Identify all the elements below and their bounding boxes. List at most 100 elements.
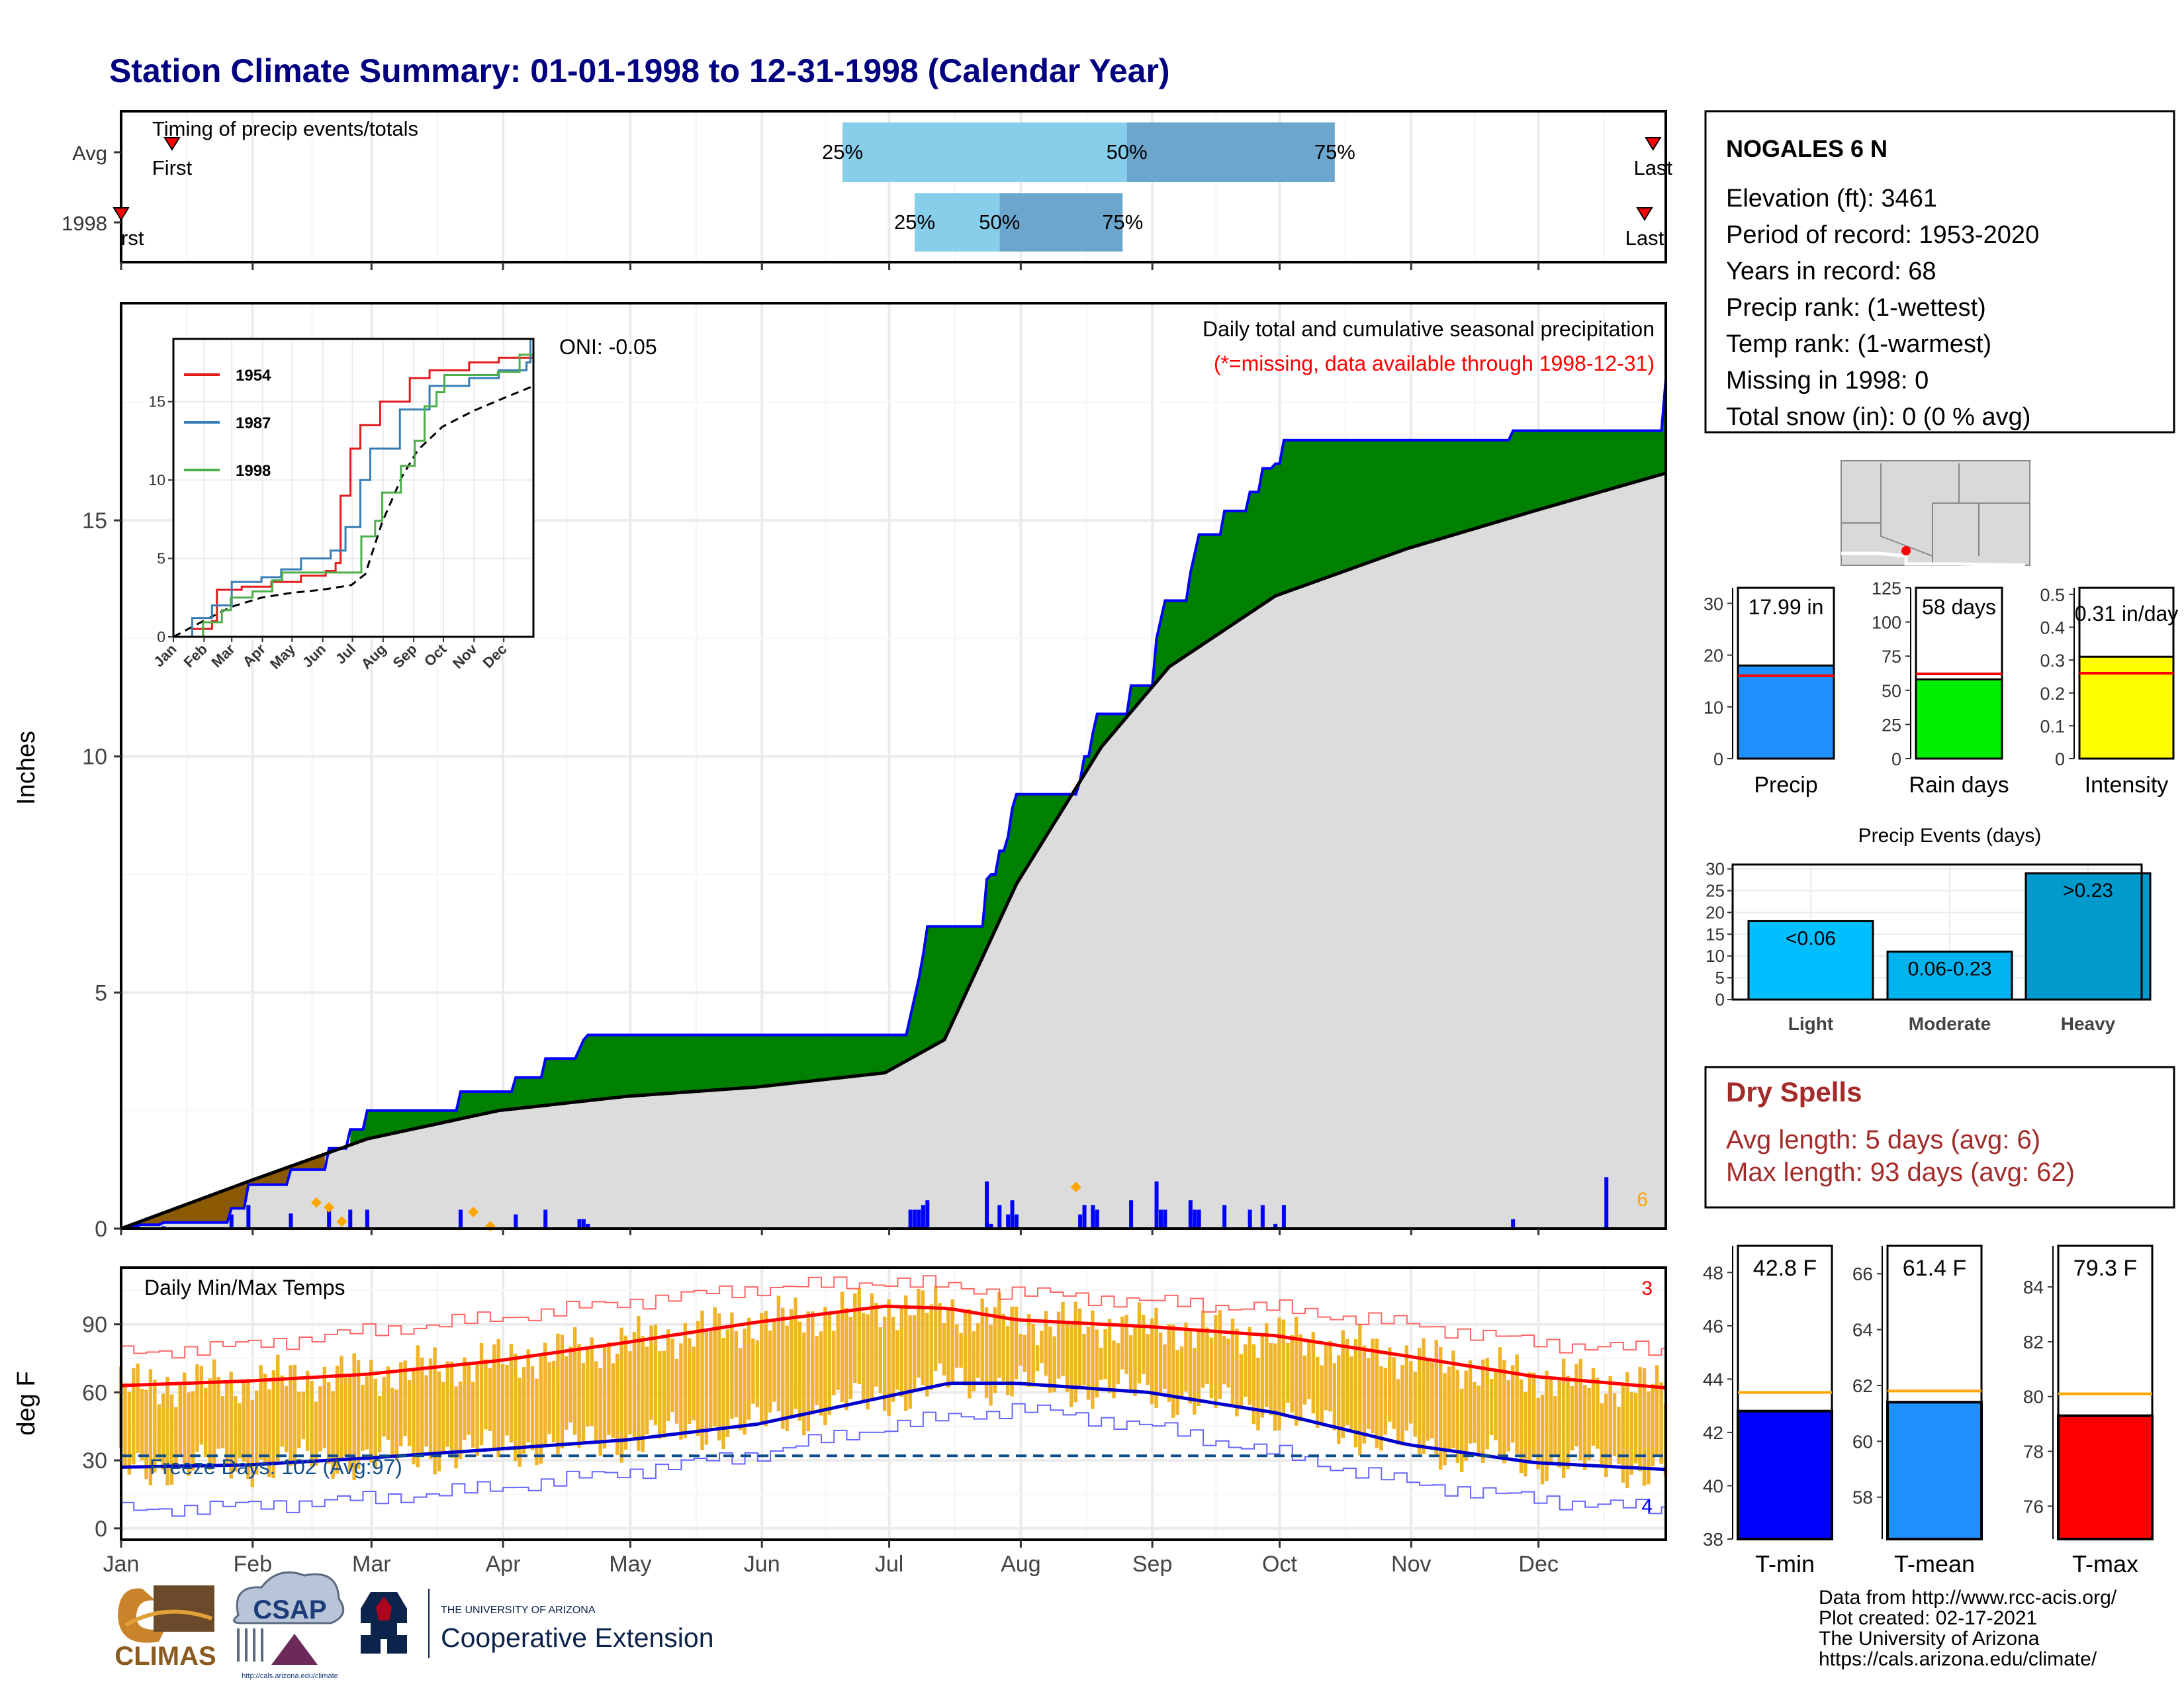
daily-temp-bar — [641, 1336, 645, 1452]
daily-temp-bar — [938, 1303, 942, 1364]
station-info-line: Total snow (in): 0 (0 % avg) — [1726, 403, 2030, 431]
daily-precip-bar — [1129, 1200, 1134, 1229]
daily-temp-bar — [1379, 1366, 1383, 1451]
daily-precip-bar — [1248, 1209, 1252, 1229]
daily-temp-bar — [1193, 1348, 1197, 1415]
station-info-line: Temp rank: (1-warmest) — [1726, 330, 1991, 358]
daily-temp-bar — [772, 1319, 776, 1402]
daily-temp-bar — [1481, 1359, 1485, 1463]
daily-temp-bar — [1438, 1346, 1443, 1470]
daily-temp-bar — [959, 1333, 963, 1368]
inset-ytick-label: 0 — [157, 628, 165, 645]
daily-temp-bar — [204, 1387, 208, 1458]
daily-temp-bar — [1332, 1363, 1337, 1430]
daily-temp-bar — [717, 1313, 721, 1441]
events-ytick-label: 25 — [1706, 880, 1725, 900]
daily-precip-bar — [289, 1213, 293, 1229]
daily-temp-bar — [743, 1329, 747, 1435]
daily-temp-bar — [870, 1293, 874, 1399]
daily-temp-bar — [250, 1400, 255, 1487]
daily-temp-bar — [1494, 1370, 1498, 1440]
totals-ytick-label: 30 — [1704, 594, 1723, 614]
timing-row-1998: 1998 — [62, 212, 107, 235]
daily-temp-bar — [1404, 1345, 1409, 1431]
daily-temp-bar — [1205, 1327, 1209, 1385]
freeze-days-text: Freeze Days: 102 (Avg:97) — [150, 1455, 402, 1479]
csap-logo: CSAP http://cals.arizona.edu/climate — [233, 1571, 345, 1680]
totals-label: Intensity — [2085, 773, 2169, 798]
station-info: NOGALES 6 N Elevation (ft): 3461 Period o… — [1704, 110, 2175, 434]
temp-bar-ytick-label: 46 — [1703, 1316, 1723, 1336]
daily-temp-bar — [674, 1359, 679, 1424]
daily-temp-bar — [1388, 1347, 1392, 1422]
daily-temp-bar — [619, 1327, 623, 1463]
daily-temp-bar — [598, 1368, 602, 1456]
daily-temp-bar — [479, 1342, 484, 1446]
daily-temp-bar — [475, 1362, 479, 1456]
daily-temp-bar — [1048, 1326, 1052, 1393]
daily-temp-bar — [276, 1354, 280, 1462]
daily-temp-bar — [1600, 1403, 1604, 1468]
temp-ytick-label: 60 — [82, 1380, 107, 1405]
daily-temp-bar — [284, 1385, 289, 1452]
precip-ytick-label: 0 — [95, 1217, 107, 1242]
temp-bar-label: T-min — [1755, 1550, 1815, 1577]
daily-temp-bar — [361, 1384, 365, 1451]
daily-precip-bar — [581, 1219, 586, 1229]
inset-month-label: Nov — [449, 640, 481, 672]
daily-temp-bar — [373, 1378, 377, 1468]
daily-temp-bar — [776, 1295, 781, 1412]
daily-temp-bar — [607, 1342, 611, 1436]
temp-ylabel: deg F — [13, 1371, 40, 1435]
daily-temp-bar — [692, 1346, 696, 1421]
month-label: Aug — [1001, 1552, 1041, 1577]
daily-temp-bar — [1413, 1372, 1417, 1437]
daily-temp-bar — [1209, 1337, 1214, 1399]
daily-precip-bar — [997, 1205, 1002, 1229]
daily-temp-bar — [1244, 1344, 1248, 1397]
footer-line: Data from http://www.rcc-acis.org/ — [1819, 1587, 2117, 1609]
daily-temp-bar — [377, 1395, 382, 1453]
events-ytick-label: 5 — [1715, 968, 1725, 988]
footer-line: The University of Arizona — [1819, 1628, 2040, 1650]
daily-precip-bar — [1010, 1200, 1015, 1229]
temp-bar-t-min — [1737, 1409, 1833, 1541]
daily-temp-bar — [1095, 1329, 1099, 1398]
daily-temp-bar — [700, 1310, 704, 1450]
timing-bar-25-50 — [915, 193, 1000, 252]
daily-temp-bar — [586, 1346, 590, 1427]
daily-temp-bar — [500, 1364, 505, 1447]
station-info-line: Missing in 1998: 0 — [1726, 367, 1929, 395]
temp-bar-ytick-label: 76 — [2023, 1496, 2044, 1517]
daily-temp-bar — [1447, 1366, 1451, 1450]
station-info-line: Precip rank: (1-wettest) — [1726, 294, 1986, 322]
events-ytick-label: 10 — [1706, 946, 1725, 966]
daily-temp-bar — [403, 1360, 407, 1436]
daily-temp-bar — [1574, 1364, 1578, 1447]
daily-temp-bar — [628, 1351, 632, 1435]
daily-temp-bar — [1383, 1368, 1388, 1435]
csap-text: CSAP — [253, 1595, 326, 1624]
daily-temp-bar — [352, 1353, 356, 1481]
daily-precip-bar — [458, 1209, 463, 1229]
daily-temp-bar — [458, 1382, 463, 1460]
daily-temp-bar — [1005, 1326, 1010, 1395]
events-ytick-label: 15 — [1706, 924, 1725, 944]
daily-temp-bar — [781, 1307, 785, 1429]
daily-temp-bar — [1553, 1395, 1557, 1456]
daily-temp-bar — [1477, 1385, 1481, 1458]
temp-bar-t-mean — [1886, 1401, 1983, 1540]
temperature-bar-charts: 42.8 F 38 40 42 44 46 48 T-min 61.4 F 58 60 62 64 66 T… — [1703, 1244, 2154, 1577]
daily-temp-bar — [696, 1321, 700, 1436]
daily-precip-bar — [1273, 1223, 1278, 1229]
daily-temp-bar — [518, 1378, 522, 1467]
inset-month-label: Jan — [150, 641, 179, 670]
daily-temp-bar — [1638, 1366, 1642, 1472]
daily-temp-bar — [1582, 1385, 1587, 1470]
totals-ytick-label: 0.1 — [2040, 716, 2065, 736]
daily-temp-bar — [976, 1323, 980, 1378]
daily-temp-bar — [785, 1325, 789, 1432]
daily-temp-bar — [123, 1383, 127, 1466]
timing-marker — [1636, 207, 1653, 221]
daily-temp-bar — [509, 1344, 514, 1443]
